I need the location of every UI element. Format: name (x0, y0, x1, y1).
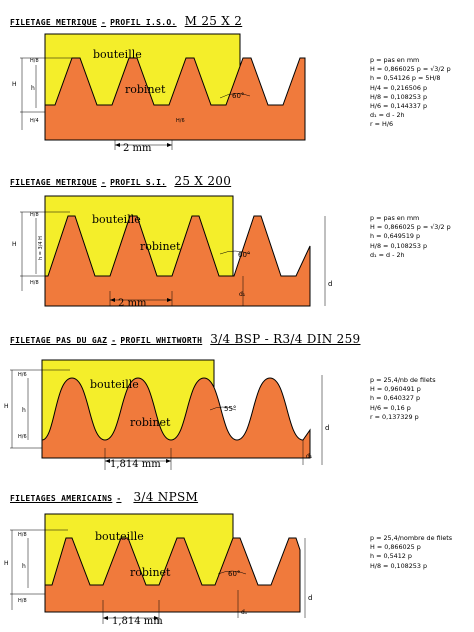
robinet-region (44, 57, 306, 141)
formula: p = pas en mm (370, 56, 420, 64)
robinet-region (41, 377, 311, 459)
pitch-label: 2 mm (123, 143, 152, 154)
dim-label-d: d (308, 594, 312, 602)
thread-diagram: bouteille robinet 2 mm 60° H h H/8 H/4 H… (12, 33, 306, 154)
dim-label-h6-bottom: H/6 (18, 434, 27, 440)
bouteille-label: bouteille (93, 48, 142, 61)
thread-spec: 3/4 NPSM (133, 490, 199, 504)
bouteille-label: bouteille (90, 378, 139, 391)
dim-label-d: d (328, 280, 332, 288)
dim-label-h8: H/8 (30, 58, 39, 64)
dim-label-d1: d₁ (239, 291, 246, 298)
formula: p = pas en mm (370, 214, 420, 222)
dim-label-d: d (325, 424, 329, 432)
section-si-metric: FILETAGE METRIQUE - PROFIL S.I. 25 X 200 bo… (0, 166, 474, 326)
profile-name: PROFIL WHITWORTH (120, 336, 203, 345)
formula-list: p = 25,4/nombre de filets H = 0,866025 p… (370, 534, 452, 571)
dim-label-H: H (12, 241, 17, 248)
profile-name: PROFIL I.S.O. (110, 18, 177, 27)
formula: H = 0,866025 p (370, 543, 421, 552)
thread-spec: 3/4 BSP - R3/4 DIN 259 (210, 332, 361, 346)
formula: h = 0,54126 p = 5H/8 (370, 74, 441, 83)
profile-name: PROFIL S.I. (110, 178, 167, 187)
thread-type: FILETAGES AMERICAINS (10, 494, 113, 503)
formula: H = 0,866025 p = √3/2 p (370, 223, 451, 232)
section-title: FILETAGE METRIQUE - PROFIL I.S.O. M 25 X 2 (10, 14, 243, 28)
dim-label-h: h = 3/4 H (38, 236, 44, 260)
robinet-label: robinet (130, 566, 171, 579)
formula: H/6 = 0,16 p (370, 403, 411, 412)
dim-label-h4: H/4 (30, 118, 39, 124)
formula: h = 0,5412 p (370, 552, 412, 561)
robinet-label: robinet (130, 416, 171, 429)
dim-label-d1: d₁ (306, 453, 313, 460)
section-whitworth: FILETAGE PAS DU GAZ - PROFIL WHITWORTH 3/4 … (0, 330, 474, 490)
pitch-label: 1,814 mm (110, 459, 161, 470)
section-american: FILETAGES AMERICAINS -3/4 NPSM bouteille … (0, 490, 474, 632)
dim-label-h8-bottom: H/8 (30, 280, 39, 286)
dim-label-H: H (12, 81, 17, 88)
formula: H/8 = 0,108253 p (370, 92, 428, 101)
robinet-region (44, 537, 301, 613)
robinet-label: robinet (140, 240, 181, 253)
section-title: FILETAGE PAS DU GAZ - PROFIL WHITWORTH 3/4 … (10, 332, 361, 346)
thread-diagram: bouteille robinet 1,814 mm 55° H h H/6 H… (4, 359, 329, 470)
thread-type: FILETAGE METRIQUE (10, 178, 97, 187)
thread-type: FILETAGE PAS DU GAZ (10, 336, 108, 345)
thread-spec: 25 X 200 (174, 174, 232, 188)
formula: p = 25,4/nombre de filets (370, 534, 453, 542)
formula: H/6 = 0,144337 p (370, 101, 428, 110)
formula-list: p = pas en mm H = 0,866025 p = √3/2 p h … (370, 56, 451, 130)
dim-label-h8-bottom: H/8 (18, 598, 27, 604)
dim-label-h6: H/6 (18, 372, 27, 378)
dim-label-d1: d₁ (241, 609, 248, 616)
dim-label-h6: H/6 (176, 118, 185, 124)
formula-list: p = 25,4/nb de filets H = 0,960491 p h =… (370, 376, 436, 422)
dim-label-h: h (31, 85, 35, 92)
robinet-region (44, 215, 311, 307)
formula: r = 0,137329 p (370, 412, 419, 421)
angle-label: 60° (232, 92, 244, 100)
dim-label-h8: H/8 (18, 532, 27, 538)
formula: d₁ = d - 2h (370, 250, 405, 259)
formula: H/4 = 0,216506 p (370, 83, 428, 92)
dim-label-h: h (22, 563, 26, 570)
formula: h = 0,640327 p (370, 394, 421, 403)
thread-diagram: bouteille robinet 2 mm 60° H h = 3/4 H H… (12, 195, 332, 309)
pitch-label: 1,814 mm (112, 616, 163, 627)
thread-spec: M 25 X 2 (184, 14, 243, 28)
formula: H = 0,960491 p (370, 385, 421, 394)
robinet-label: robinet (125, 83, 166, 96)
bouteille-label: bouteille (95, 530, 144, 543)
formula: H/8 = 0,108253 p (370, 561, 428, 570)
formula: p = 25,4/nb de filets (370, 376, 436, 384)
pitch-label: 2 mm (118, 298, 147, 309)
thread-type: FILETAGE METRIQUE (10, 18, 97, 27)
formula: H = 0,866025 p = √3/2 p (370, 65, 451, 74)
dim-label-h8: H/8 (30, 212, 39, 218)
angle-label: 60° (238, 251, 250, 259)
angle-label: 60° (228, 570, 240, 578)
bouteille-label: bouteille (92, 213, 141, 226)
dim-label-h: h (22, 407, 26, 414)
thread-diagram: bouteille robinet 1,814 mm 60° H h H/8 H… (4, 513, 312, 627)
dim-label-H: H (4, 560, 9, 567)
angle-label: 55° (224, 405, 236, 413)
formula: r = H/6 (370, 120, 394, 129)
section-title: FILETAGES AMERICAINS -3/4 NPSM (10, 490, 199, 504)
formula: h = 0,649519 p (370, 232, 421, 241)
formula: d₁ = d - 2h (370, 111, 405, 120)
formula-list: p = pas en mm H = 0,866025 p = √3/2 p h … (370, 214, 451, 260)
dim-label-H: H (4, 403, 9, 410)
section-title: FILETAGE METRIQUE - PROFIL S.I. 25 X 200 (10, 174, 232, 188)
section-iso-metric: FILETAGE METRIQUE - PROFIL I.S.O. M 25 X 2 … (0, 0, 474, 160)
formula: H/8 = 0,108253 p (370, 241, 428, 250)
